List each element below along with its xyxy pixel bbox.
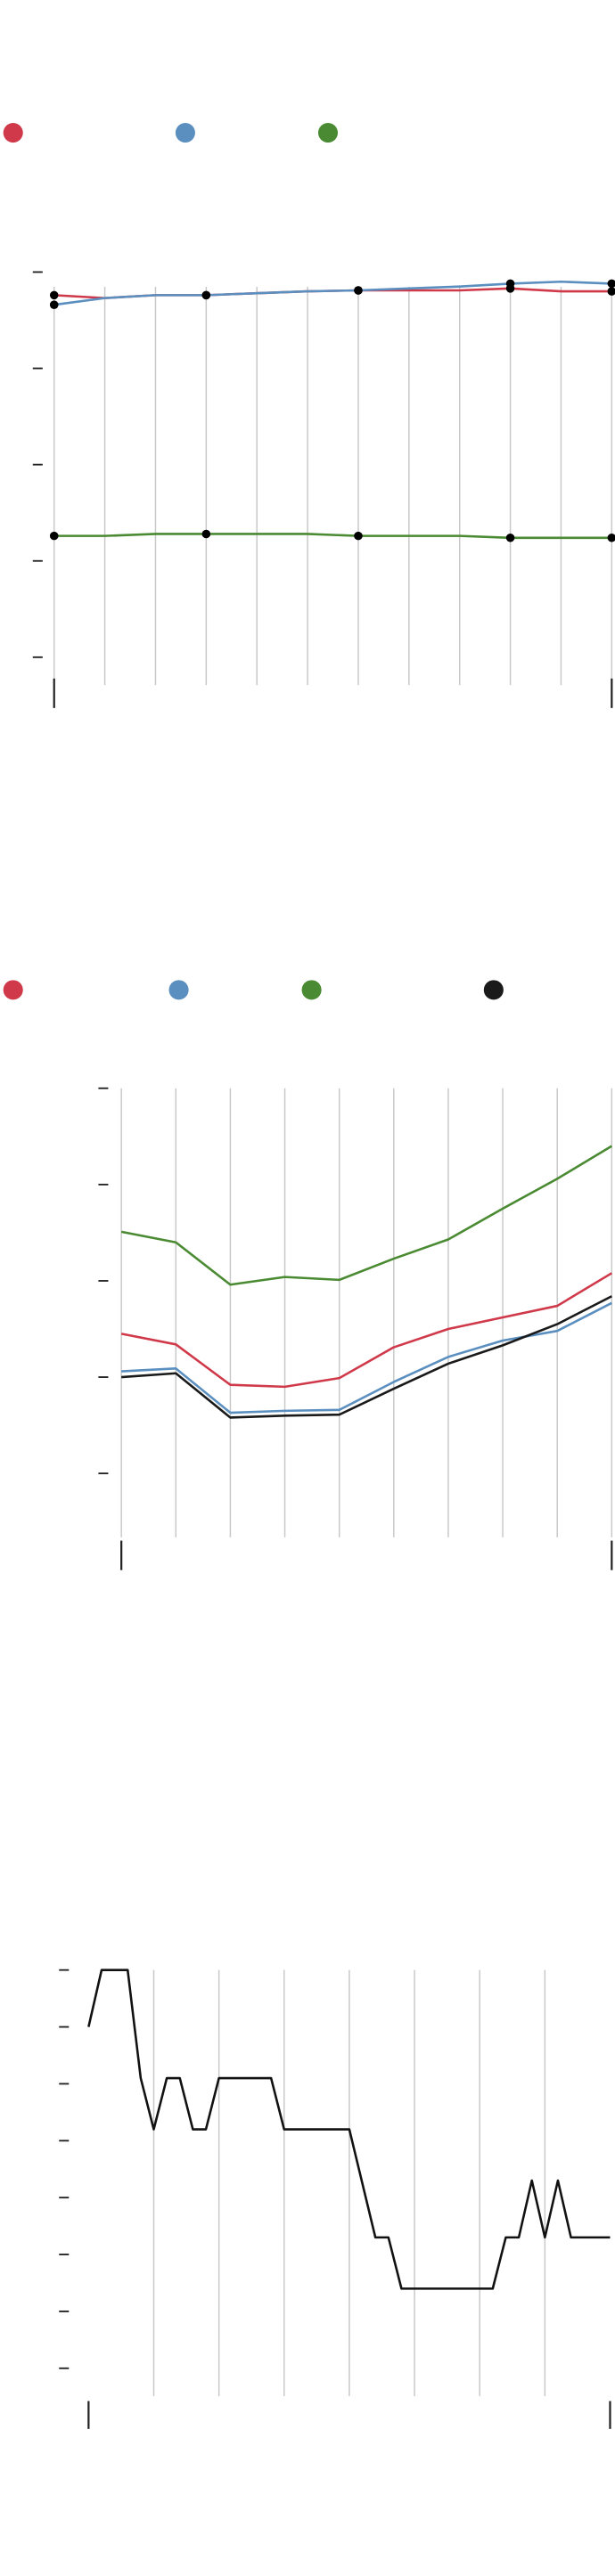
legend-swatch [175,122,195,143]
marker [354,531,363,541]
legend-swatch [168,980,189,1000]
line-series [120,1272,612,1389]
marker [49,290,59,300]
marker [201,529,211,539]
line-series [121,1295,612,1419]
marker [505,279,515,289]
line-series [87,1969,611,2290]
marker [607,287,615,296]
marker [49,531,59,541]
legend-swatch [3,122,23,143]
marker [607,279,615,289]
marker [49,300,59,309]
marker [201,290,211,300]
line-series [120,1145,612,1286]
line-series [53,280,612,306]
line-series [53,533,612,540]
legend-swatch [301,980,322,1000]
legend-swatch [317,122,339,143]
marker [354,286,363,295]
legend-swatch [483,980,504,1000]
marker [505,534,515,542]
marker [607,534,615,542]
legend-swatch [3,980,23,1000]
